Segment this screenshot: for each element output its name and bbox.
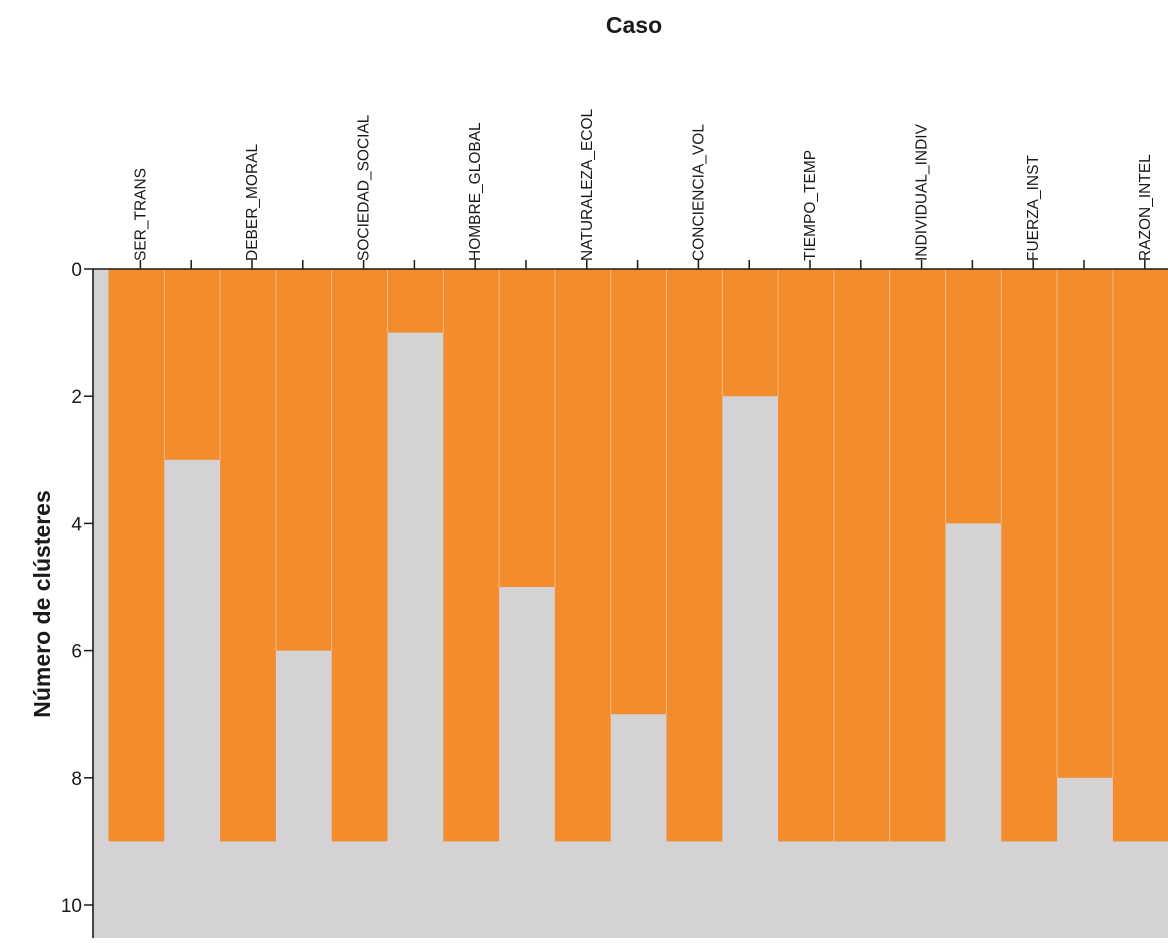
y-tick-label: 0 bbox=[71, 260, 82, 281]
bars-layer bbox=[95, 269, 1168, 938]
join-bar bbox=[610, 269, 667, 715]
join-bar bbox=[275, 269, 332, 651]
join-bar bbox=[164, 269, 221, 460]
join-bar bbox=[833, 269, 890, 842]
case-label: FUERZA_INST bbox=[1025, 155, 1042, 261]
case-label: SER_TRANS bbox=[132, 168, 149, 261]
case-label: CONCIENCIA_VOL bbox=[690, 124, 707, 261]
left-strip bbox=[95, 269, 109, 938]
case-bar bbox=[108, 269, 165, 842]
y-tick-label: 6 bbox=[71, 642, 82, 663]
case-label: SOCIEDAD_SOCIAL bbox=[356, 114, 373, 261]
case-label: INDIVIDUAL_INDIV bbox=[914, 123, 931, 261]
case-bar bbox=[331, 269, 388, 842]
y-tick-label: 10 bbox=[61, 896, 82, 917]
case-bar bbox=[220, 269, 276, 842]
join-bar bbox=[499, 269, 555, 587]
case-label: RAZON_INTEL bbox=[1137, 154, 1154, 261]
case-bar bbox=[1001, 269, 1058, 842]
top-axis: SER_TRANS DEBER_MORAL SOCIEDAD_SOCIAL HOMBR… bbox=[93, 108, 1168, 270]
join-bar bbox=[722, 269, 779, 397]
case-label: NATURALEZA_ECOL bbox=[579, 108, 596, 261]
case-bar bbox=[889, 269, 946, 842]
case-bar bbox=[443, 269, 500, 842]
case-label: TIEMPO_TEMP bbox=[802, 150, 819, 261]
case-label: DEBER_MORAL bbox=[244, 143, 261, 261]
y-axis-title: Número de clústeres bbox=[29, 490, 55, 718]
case-label: HOMBRE_GLOBAL bbox=[467, 122, 484, 261]
case-bar bbox=[554, 269, 611, 842]
y-tick-label: 4 bbox=[71, 514, 82, 535]
chart-title: Caso bbox=[606, 12, 662, 38]
y-tick-label: 8 bbox=[71, 769, 82, 790]
case-bar bbox=[666, 269, 723, 842]
join-bar bbox=[387, 269, 444, 333]
case-bar bbox=[1112, 269, 1168, 842]
y-tick-label: 2 bbox=[71, 387, 82, 408]
join-bar bbox=[945, 269, 1002, 524]
join-bar bbox=[1057, 269, 1113, 778]
case-bar bbox=[778, 269, 834, 842]
left-axis: 0 2 4 6 8 10 bbox=[61, 260, 94, 938]
